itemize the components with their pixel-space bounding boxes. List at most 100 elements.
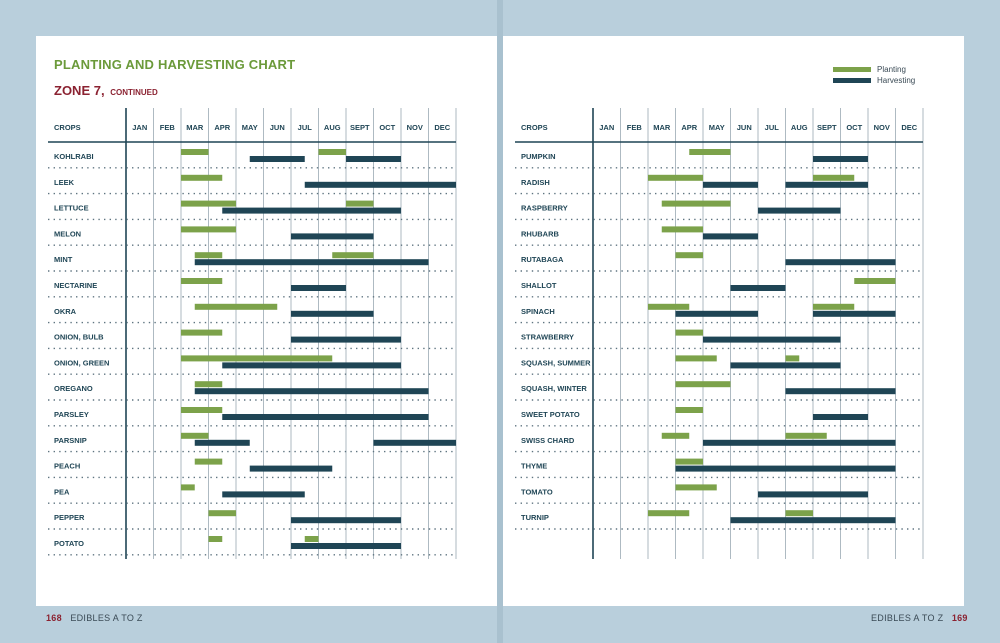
harvesting-bar (730, 362, 841, 369)
planting-bar (181, 329, 223, 336)
legend-planting-swatch (833, 67, 871, 72)
planting-bar (813, 174, 855, 181)
planting-bar (208, 536, 223, 542)
legend-planting: Planting (833, 64, 915, 75)
crop-label: PEACH (54, 462, 80, 471)
planting-bar (181, 432, 209, 439)
crop-label: SWISS CHARD (521, 436, 575, 445)
planting-bar (194, 252, 223, 259)
harvesting-bar (813, 156, 868, 162)
crop-label: MELON (54, 229, 81, 238)
right-page: Planting Harvesting CROPS JAN FEB MAR APR MAY… (503, 36, 964, 606)
harvesting-bar (703, 439, 896, 446)
planting-bar (785, 510, 813, 517)
crop-label: PEPPER (54, 513, 85, 522)
crop-label: PEA (54, 487, 70, 496)
zone-continued: CONTINUED (110, 88, 158, 97)
harvesting-bar (758, 207, 841, 214)
crop-label: OKRA (54, 307, 77, 316)
month-label: MAR (653, 123, 671, 132)
harvesting-bar (194, 439, 250, 446)
month-label: FEB (160, 123, 176, 132)
crop-label: POTATO (54, 539, 84, 548)
month-label: JUN (737, 123, 752, 132)
harvesting-bar (758, 491, 868, 498)
planting-bar (648, 174, 703, 181)
harvesting-bar (304, 181, 456, 188)
crop-label: SWEET POTATO (521, 410, 580, 419)
month-label: MAR (186, 123, 204, 132)
harvesting-bar (291, 543, 401, 549)
planting-bar (194, 303, 278, 310)
crop-label: ONION, GREEN (54, 358, 109, 367)
harvesting-bar (249, 156, 305, 162)
month-label: SEPT (350, 123, 370, 132)
crop-label: MINT (54, 255, 73, 264)
crop-label: LETTUCE (54, 204, 89, 213)
crop-label: RHUBARB (521, 229, 559, 238)
harvesting-bar (730, 517, 896, 524)
month-label: JAN (599, 123, 614, 132)
planting-bar (181, 484, 195, 491)
planting-bar (194, 381, 223, 388)
crop-label: RASPBERRY (521, 204, 568, 213)
month-label: NOV (874, 123, 890, 132)
harvesting-bar (373, 439, 456, 446)
planting-bar (675, 355, 717, 362)
month-label: JAN (132, 123, 147, 132)
planting-bar (208, 510, 236, 517)
crop-label: TOMATO (521, 487, 553, 496)
month-label: SEPT (817, 123, 837, 132)
harvesting-bar (222, 491, 305, 498)
legend-harvesting-label: Harvesting (877, 76, 916, 85)
crops-header: CROPS (521, 123, 548, 132)
crop-label: PARSNIP (54, 436, 87, 445)
harvesting-bar (785, 259, 896, 266)
harvesting-bar (813, 414, 868, 420)
harvesting-bar (291, 336, 401, 343)
planting-bar (675, 329, 703, 336)
planting-bar (675, 407, 703, 413)
planting-bar (675, 381, 731, 388)
harvesting-bar (703, 233, 758, 240)
page-gutter (497, 0, 503, 643)
harvesting-bar (703, 336, 841, 343)
planting-bar (785, 355, 800, 362)
planting-bar (648, 510, 690, 517)
legend-harvesting-swatch (833, 78, 871, 83)
harvesting-bar (291, 285, 346, 291)
crop-label: NECTARINE (54, 281, 97, 290)
month-label: JUN (270, 123, 285, 132)
planting-bar (675, 458, 703, 465)
harvesting-bar (249, 465, 333, 472)
planting-bar (661, 200, 731, 207)
planting-chart-right: CROPS JAN FEB MAR APR MAY JUN JUL AUG SEPT OCT NOV D… (515, 108, 924, 559)
zone-heading: ZONE 7, CONTINUED (54, 83, 158, 98)
footer-right-text: EDIBLES A TO Z (871, 613, 944, 623)
planting-bar (318, 149, 346, 155)
crop-label: LEEK (54, 178, 75, 187)
harvesting-bar (675, 465, 896, 472)
harvesting-bar (222, 362, 401, 369)
harvesting-bar (222, 207, 401, 214)
crop-label: PUMPKIN (521, 152, 556, 161)
legend: Planting Harvesting (833, 64, 915, 86)
planting-bar (813, 303, 855, 310)
planting-bar (346, 200, 374, 207)
planting-bar (689, 149, 731, 155)
month-label: MAY (709, 123, 725, 132)
planting-bar (332, 252, 374, 259)
page-number-right: 169 (951, 613, 968, 623)
planting-bar (785, 432, 827, 439)
harvesting-bar (730, 285, 786, 291)
crop-label: SHALLOT (521, 281, 557, 290)
planting-chart-left: CROPS JAN FEB MAR APR MAY JUN JUL AUG SEPT OCT NOV D… (48, 108, 457, 559)
crop-label: RUTABAGA (521, 255, 564, 264)
harvesting-bar (291, 517, 401, 524)
planting-bar (181, 149, 209, 155)
planting-bar (181, 200, 236, 207)
planting-bar (181, 278, 223, 284)
page-number-left: 168 (46, 613, 62, 623)
harvesting-bar (703, 181, 758, 188)
planting-bar (675, 252, 703, 259)
